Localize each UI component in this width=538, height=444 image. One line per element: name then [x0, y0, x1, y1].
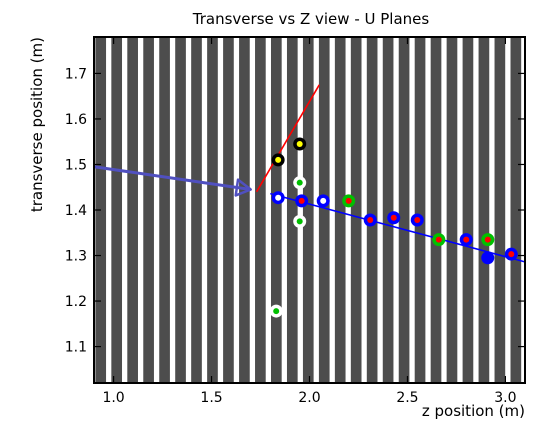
hit-marker-center [296, 179, 303, 186]
plane-stripe [382, 37, 394, 383]
hit-marker-center [435, 236, 442, 243]
plane-stripe [255, 37, 266, 383]
plane-stripe [398, 37, 410, 383]
plane-stripe [271, 37, 282, 383]
hit-marker-center [345, 197, 352, 204]
track-arrowhead [234, 178, 252, 197]
x-axis-label: z position (m) [422, 402, 525, 420]
plane-stripe [302, 37, 314, 383]
plane-stripe [159, 37, 170, 383]
hit-marker-center [367, 217, 374, 224]
plane-stripe [239, 37, 250, 383]
x-axis-ticks: 1.0 1.5 2.0 2.5 3.0 [102, 37, 517, 406]
hit-marker [481, 251, 495, 265]
x-tick-label: 1.0 [102, 390, 124, 406]
plane-stripe [414, 37, 426, 383]
hit-marker-center [275, 194, 282, 201]
track-line [270, 192, 525, 263]
plane-stripe [127, 37, 138, 383]
hit-marker-center [275, 156, 282, 163]
plane-stripe [143, 37, 154, 383]
y-tick-label: 1.3 [65, 249, 87, 265]
hit-markers [269, 137, 518, 318]
y-tick-label: 1.5 [65, 157, 87, 173]
hit-marker-center [508, 251, 515, 258]
hit-marker-center [273, 308, 280, 315]
plane-stripe [318, 37, 330, 383]
track-line [94, 165, 251, 191]
hit-marker-center [298, 197, 305, 204]
plane-stripe [207, 37, 218, 383]
hit-marker-center [463, 236, 470, 243]
y-tick-label: 1.7 [65, 66, 87, 82]
x-tick-label: 3.0 [494, 390, 516, 406]
plane-stripe [462, 37, 474, 383]
plane-stripe [478, 37, 490, 383]
y-tick-label: 1.4 [65, 203, 87, 219]
hit-marker-center [390, 214, 397, 221]
plane-stripe [286, 37, 298, 383]
y-axis-ticks: 1.1 1.2 1.3 1.4 1.5 1.6 1.7 [65, 66, 525, 356]
x-tick-label: 2.5 [396, 390, 418, 406]
plane-stripe [350, 37, 362, 383]
plane-stripes [95, 37, 522, 383]
y-axis-label: transverse position (m) [28, 37, 46, 212]
plane-stripe [430, 37, 442, 383]
plane-stripe [111, 37, 123, 383]
plane-stripe [510, 37, 522, 383]
track-lines [94, 84, 525, 263]
hit-marker-center [296, 140, 303, 147]
plane-stripe [175, 37, 186, 383]
y-tick-label: 1.6 [65, 112, 87, 128]
hit-marker-center [296, 218, 303, 225]
track-line [255, 84, 320, 193]
x-tick-label: 2.0 [298, 390, 320, 406]
plane-stripe [366, 37, 378, 383]
plane-stripe [494, 37, 506, 383]
chart-title: Transverse vs Z view - U Planes [192, 10, 430, 28]
plane-stripe [334, 37, 346, 383]
plane-stripe [446, 37, 458, 383]
hit-marker-center [414, 217, 421, 224]
x-tick-label: 1.5 [200, 390, 222, 406]
y-tick-label: 1.1 [65, 340, 87, 356]
hit-marker-center [320, 197, 327, 204]
plane-stripe [191, 37, 202, 383]
hit-marker-center [484, 236, 491, 243]
y-tick-label: 1.2 [65, 294, 87, 310]
plane-stripe [223, 37, 234, 383]
